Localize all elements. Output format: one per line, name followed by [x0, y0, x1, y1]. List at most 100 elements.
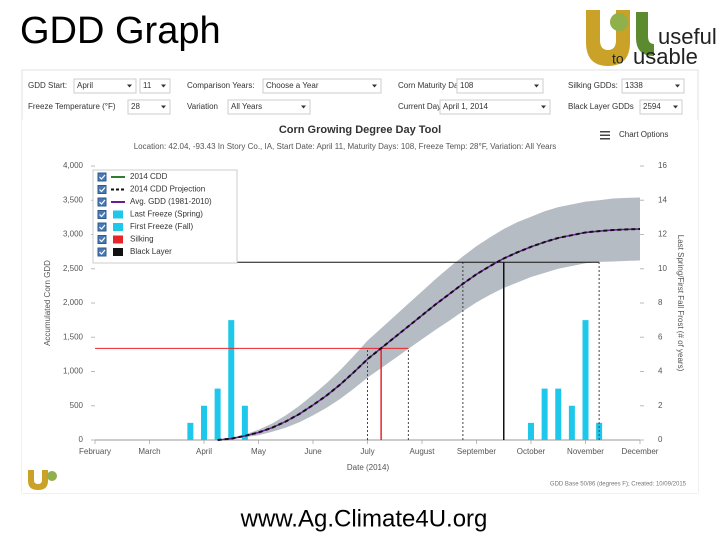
legend-check[interactable] — [99, 199, 106, 205]
frost-bar — [228, 320, 235, 440]
legend-checkbox[interactable] — [97, 172, 107, 182]
legend-checkbox[interactable] — [97, 210, 107, 219]
menu-icon[interactable] — [600, 131, 610, 133]
y2-tick-label: 6 — [658, 332, 663, 341]
dropdown-arrow[interactable] — [161, 105, 166, 109]
select-box[interactable] — [139, 78, 171, 94]
frost-bar — [528, 422, 534, 440]
y-tick-label: 3,500 — [63, 195, 84, 204]
select-box[interactable] — [227, 99, 311, 115]
legend-swatch — [113, 210, 123, 219]
select-value[interactable]: 1338 — [625, 81, 643, 90]
legend-check[interactable] — [99, 174, 106, 180]
dropdown-arrow[interactable] — [301, 105, 306, 109]
legend-checkbox[interactable] — [97, 197, 107, 207]
y-tick-label: 2,500 — [63, 264, 84, 273]
legend-check[interactable] — [99, 212, 106, 218]
small-logo-dot — [47, 471, 57, 481]
dropdown-arrow[interactable] — [127, 84, 132, 88]
select-box[interactable] — [456, 78, 544, 94]
legend-checkbox[interactable] — [97, 247, 107, 257]
legend-label[interactable]: Silking — [130, 235, 154, 244]
select-value[interactable]: April — [77, 81, 93, 90]
select-box[interactable] — [439, 99, 551, 115]
dropdown-arrow[interactable] — [372, 84, 377, 88]
y2-tick-label: 8 — [658, 298, 663, 307]
select-value[interactable]: 2594 — [643, 102, 661, 111]
legend-label[interactable]: Black Layer — [130, 247, 172, 256]
select-box[interactable] — [621, 78, 685, 94]
slide-title: GDD Graph — [20, 10, 221, 52]
dropdown-arrow[interactable] — [541, 105, 546, 109]
y2-tick-label: 10 — [658, 264, 667, 273]
y2-tick-label: 14 — [658, 195, 667, 204]
control-label: Current Day — [398, 102, 441, 111]
select-value[interactable]: 108 — [460, 81, 474, 90]
y-tick-label: 500 — [70, 401, 84, 410]
small-logo-u — [28, 470, 48, 490]
logo-u2 — [636, 12, 654, 56]
chart-options-label[interactable]: Chart Options — [619, 130, 668, 139]
dropdown-arrow[interactable] — [673, 105, 678, 109]
plot: 0 500 1,000 1,500 2,000 2,500 3,000 3,500 4,000 0… — [63, 161, 667, 456]
range-band — [217, 197, 640, 440]
frost-bar — [555, 388, 562, 440]
menu-icon[interactable] — [600, 134, 610, 137]
x-tick-label: November — [567, 447, 604, 456]
x-tick-label: October — [517, 447, 546, 456]
control-label: Freeze Temperature (°F) — [28, 102, 116, 111]
y2-axis-label: Last Spring/First Fall Frost (# of years… — [676, 235, 685, 372]
legend-check[interactable] — [99, 187, 106, 193]
x-tick-label: June — [304, 447, 322, 456]
y2-tick-label: 0 — [658, 435, 663, 444]
select-value[interactable]: Choose a Year — [266, 81, 319, 90]
legend-check[interactable] — [99, 224, 106, 230]
legend-label[interactable]: 2014 CDD — [130, 172, 168, 181]
x-tick-label: July — [360, 447, 374, 456]
logo: useful to usable — [586, 10, 717, 69]
legend: 2014 CDD 2014 CDD Projection Avg. GDD (198… — [92, 169, 238, 264]
select-value[interactable]: April 1, 2014 — [443, 102, 488, 111]
select-box[interactable] — [262, 78, 382, 94]
legend-label[interactable]: Last Freeze (Spring) — [130, 210, 203, 219]
y2-tick-label: 2 — [658, 401, 663, 410]
select-value[interactable]: 28 — [131, 102, 140, 111]
x-tick-label: May — [251, 447, 266, 456]
chart-subtitle: Location: 42.04, -93.43 In Story Co., IA… — [134, 142, 557, 151]
legend-label[interactable]: First Freeze (Fall) — [130, 222, 193, 231]
x-axis-label: Date (2014) — [347, 463, 390, 472]
legend-checkbox[interactable] — [97, 185, 107, 194]
legend-swatch — [113, 248, 123, 256]
x-tick-label: March — [138, 447, 160, 456]
dropdown-arrow[interactable] — [534, 84, 539, 88]
frost-bar — [201, 405, 207, 440]
select-value[interactable]: All Years — [231, 102, 262, 111]
dropdown-arrow[interactable] — [161, 84, 166, 88]
logo-two — [610, 13, 628, 31]
legend-swatch — [113, 223, 123, 231]
select-box[interactable] — [639, 99, 683, 115]
frost-bar — [214, 388, 221, 440]
x-tick-label: August — [410, 447, 436, 456]
legend-check[interactable] — [99, 249, 106, 255]
frost-bar — [187, 422, 194, 440]
frost-bar — [582, 320, 589, 440]
credit: GDD Base 50/86 (degrees F); Created: 10/… — [550, 482, 687, 488]
legend-check[interactable] — [99, 237, 106, 243]
frost-bar — [241, 405, 248, 440]
legend-checkbox[interactable] — [97, 222, 107, 232]
select-value[interactable]: 11 — [143, 81, 152, 90]
y-tick-label: 2,000 — [63, 298, 84, 307]
legend-checkbox[interactable] — [97, 235, 107, 244]
control-label: GDD Start: — [28, 81, 67, 90]
control-label: Black Layer GDDs — [568, 102, 634, 111]
select-box[interactable] — [127, 99, 171, 115]
legend-label[interactable]: Avg. GDD (1981-2010) — [130, 197, 212, 206]
chart-options[interactable]: Chart Options — [600, 130, 668, 140]
legend-label[interactable]: 2014 CDD Projection — [130, 185, 205, 194]
menu-icon[interactable] — [600, 138, 610, 140]
control-label: Corn Maturity Days: — [398, 81, 469, 90]
dropdown-arrow[interactable] — [675, 84, 680, 88]
select-box[interactable] — [73, 78, 137, 94]
